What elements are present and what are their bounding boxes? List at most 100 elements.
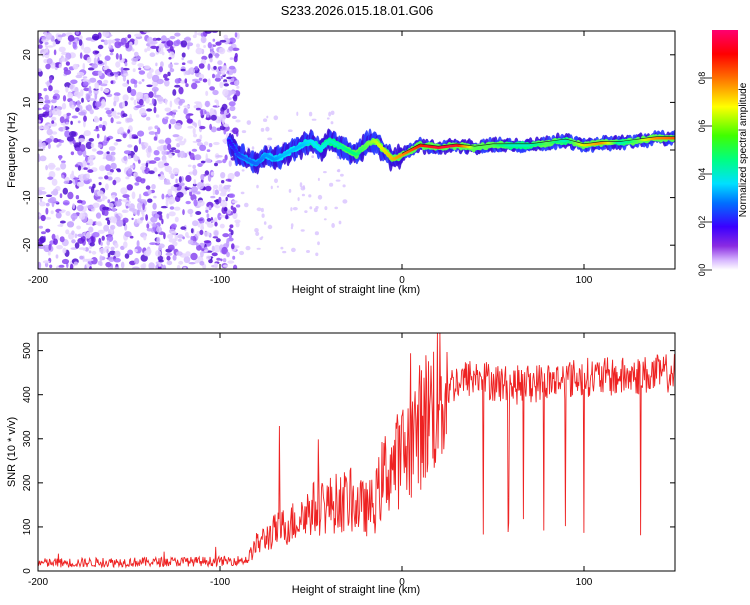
noise-blob <box>86 173 90 179</box>
noise-blob <box>219 81 224 89</box>
noise-blob <box>83 115 87 122</box>
noise-blob <box>38 186 46 191</box>
noise-blob <box>211 252 218 257</box>
noise-blob <box>226 97 232 101</box>
snr-x-tick-label: -200 <box>28 577 48 588</box>
noise-blob <box>46 58 53 65</box>
noise-blob <box>70 151 75 156</box>
noise-blob <box>263 221 267 225</box>
noise-blob <box>100 83 108 87</box>
noise-blob <box>200 109 204 117</box>
noise-blob <box>163 144 168 151</box>
noise-blob <box>108 202 114 208</box>
noise-blob <box>94 50 100 54</box>
noise-blob <box>38 225 44 229</box>
ridge-trace <box>401 136 675 154</box>
noise-blob <box>80 89 84 97</box>
noise-blob <box>59 236 65 243</box>
noise-blob <box>204 249 209 253</box>
noise-blob <box>117 128 124 134</box>
noise-blob <box>134 248 138 253</box>
noise-blob <box>178 100 183 106</box>
noise-blob <box>185 251 191 257</box>
noise-blob <box>338 220 342 225</box>
spectrogram-y-ticks: -20 -10 0 10 20 <box>22 49 675 252</box>
noise-blob <box>125 42 130 49</box>
noise-blob <box>231 47 240 51</box>
noise-blob <box>101 197 105 202</box>
noise-blob <box>323 218 327 221</box>
noise-blob <box>223 138 227 144</box>
noise-blob <box>173 40 181 47</box>
spectrogram-ridge <box>226 128 675 175</box>
noise-blob <box>315 252 319 257</box>
noise-blob <box>157 127 161 135</box>
noise-blob <box>51 178 58 186</box>
noise-blob <box>75 31 80 35</box>
noise-blob <box>200 59 206 65</box>
noise-blob <box>296 111 299 117</box>
noise-blob <box>75 74 83 79</box>
noise-blob <box>134 182 140 186</box>
noise-blob <box>185 175 192 182</box>
noise-blob <box>188 188 192 192</box>
noise-blob <box>261 213 265 218</box>
noise-blob <box>156 37 162 41</box>
noise-blob <box>52 188 59 196</box>
noise-blob <box>156 78 164 85</box>
colorbar-gradient <box>712 30 738 270</box>
noise-blob <box>51 120 55 124</box>
noise-blob <box>90 257 98 265</box>
noise-blob <box>66 136 75 142</box>
noise-blob <box>70 120 73 125</box>
noise-blob <box>235 221 240 228</box>
noise-blob <box>218 47 226 55</box>
noise-blob <box>221 246 228 255</box>
noise-blob <box>273 115 279 121</box>
noise-blob <box>124 62 128 67</box>
noise-blob <box>216 257 221 261</box>
noise-blob <box>209 108 215 115</box>
spectrogram-x-label: Height of straight line (km) <box>292 284 420 296</box>
noise-blob <box>217 71 222 75</box>
noise-blob <box>329 182 334 187</box>
noise-blob <box>40 214 46 222</box>
noise-blob <box>106 240 110 246</box>
ridge-core <box>228 141 233 145</box>
noise-blob <box>191 82 198 90</box>
noise-blob <box>215 41 222 46</box>
noise-blob <box>196 43 200 48</box>
noise-blob <box>172 114 175 118</box>
noise-blob <box>137 130 145 137</box>
noise-blob <box>205 221 211 225</box>
noise-blob <box>53 49 57 56</box>
noise-blob <box>222 158 227 164</box>
noise-blob <box>205 111 210 118</box>
noise-blob <box>156 96 164 102</box>
noise-blob <box>225 178 232 182</box>
noise-blob <box>84 264 87 269</box>
noise-blob <box>102 156 107 160</box>
noise-blob <box>66 112 71 116</box>
noise-blob <box>133 172 139 177</box>
noise-blob <box>87 204 95 210</box>
noise-blob <box>120 66 124 75</box>
noise-blob <box>38 244 46 249</box>
noise-blob <box>219 39 227 43</box>
noise-blob <box>231 115 237 119</box>
noise-blob <box>151 184 156 190</box>
noise-blob <box>166 255 171 261</box>
noise-blob <box>188 68 191 75</box>
noise-blob <box>59 193 63 199</box>
noise-blob <box>38 213 42 217</box>
noise-blob <box>187 44 190 50</box>
noise-blob <box>122 94 129 102</box>
noise-blob <box>169 149 175 153</box>
noise-blob <box>308 194 312 198</box>
noise-blob <box>138 98 144 106</box>
noise-blob <box>69 131 77 137</box>
noise-blob <box>127 86 132 94</box>
noise-blob <box>165 252 173 256</box>
noise-blob <box>167 244 175 251</box>
noise-blob <box>165 137 172 145</box>
